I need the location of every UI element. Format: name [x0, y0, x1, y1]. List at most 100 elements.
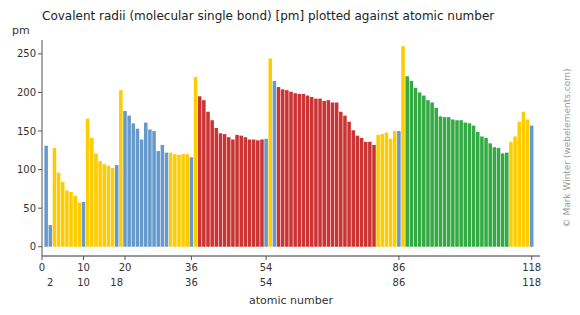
- annotation: 54: [260, 277, 273, 288]
- bar: [513, 136, 517, 246]
- bar: [82, 202, 86, 247]
- x-tick-label: 86: [393, 262, 406, 273]
- bar: [268, 59, 272, 247]
- bar: [327, 100, 331, 247]
- bar: [335, 102, 339, 246]
- watermark: © Mark Winter (webelements.com): [562, 69, 572, 228]
- bar: [517, 122, 521, 247]
- bar: [293, 93, 297, 247]
- y-tick: [38, 208, 42, 209]
- bar: [356, 136, 360, 247]
- bar: [148, 129, 152, 246]
- bar: [455, 120, 459, 247]
- bar: [451, 119, 455, 246]
- bar: [343, 116, 347, 247]
- bar: [405, 76, 409, 246]
- annotation: 36: [185, 277, 198, 288]
- bar: [102, 164, 106, 247]
- bar: [339, 112, 343, 247]
- bar: [165, 153, 169, 247]
- y-tick-label: 200: [17, 87, 36, 98]
- bar: [90, 138, 94, 247]
- x-tick: [125, 256, 126, 260]
- bar: [426, 100, 430, 247]
- bar: [397, 131, 401, 247]
- bar: [252, 140, 256, 247]
- bar: [98, 161, 102, 247]
- bar: [161, 145, 165, 247]
- bar: [194, 77, 198, 247]
- bar: [447, 117, 451, 247]
- bar: [244, 137, 248, 247]
- x-tick: [191, 256, 192, 260]
- bar: [306, 96, 310, 247]
- bar: [281, 89, 285, 246]
- bar: [248, 140, 252, 247]
- bar: [493, 147, 497, 247]
- y-tick: [38, 53, 42, 54]
- bar: [181, 154, 185, 247]
- bar: [318, 99, 322, 247]
- annotation: 2: [47, 277, 53, 288]
- bar: [298, 94, 302, 247]
- bar: [202, 100, 206, 247]
- bar: [509, 142, 513, 247]
- bar: [472, 126, 476, 247]
- bar: [505, 153, 509, 247]
- bar: [127, 116, 131, 247]
- bar: [480, 136, 484, 246]
- bar: [169, 153, 173, 247]
- bar: [434, 108, 438, 247]
- bar: [111, 168, 115, 247]
- x-tick-label: 118: [522, 262, 541, 273]
- x-axis-line: [42, 256, 540, 257]
- bar: [372, 145, 376, 247]
- bar: [57, 173, 61, 247]
- annotation: 86: [393, 277, 406, 288]
- bar: [302, 94, 306, 247]
- bar: [422, 96, 426, 247]
- bar: [385, 133, 389, 247]
- bar: [468, 123, 472, 246]
- bar: [322, 101, 326, 247]
- bar: [414, 88, 418, 247]
- bar: [215, 128, 219, 247]
- bar: [140, 140, 144, 247]
- bar: [526, 119, 530, 246]
- bar: [132, 123, 136, 246]
- bar: [144, 123, 148, 247]
- bar: [69, 192, 73, 247]
- x-tick: [266, 256, 267, 260]
- bar: [53, 148, 57, 247]
- bar: [393, 131, 397, 247]
- annotation: 10: [77, 277, 90, 288]
- bar: [476, 132, 480, 247]
- bar: [376, 135, 380, 247]
- bar: [364, 142, 368, 247]
- bar: [351, 130, 355, 246]
- y-axis-label: pm: [12, 24, 30, 37]
- bar: [219, 133, 223, 246]
- x-tick-label: 36: [185, 262, 198, 273]
- bar: [115, 165, 119, 247]
- bar: [273, 81, 277, 247]
- bar: [497, 148, 501, 247]
- x-tick: [83, 256, 84, 260]
- bar: [443, 117, 447, 247]
- bars: [44, 46, 533, 247]
- chart: Covalent radii (molecular single bond) […: [0, 0, 580, 315]
- bar: [173, 154, 177, 247]
- axes: 05010015020025001020365486118: [17, 40, 541, 273]
- bar: [210, 120, 214, 247]
- bar: [78, 203, 82, 247]
- bar: [136, 129, 140, 247]
- bar: [314, 99, 318, 247]
- bar: [185, 154, 189, 247]
- title: Covalent radii (molecular single bond) […: [42, 9, 494, 23]
- annotation: 18: [110, 277, 123, 288]
- y-tick-label: 150: [17, 126, 36, 137]
- bar: [464, 123, 468, 247]
- bar: [459, 120, 463, 247]
- bar: [347, 122, 351, 247]
- bar: [264, 139, 268, 247]
